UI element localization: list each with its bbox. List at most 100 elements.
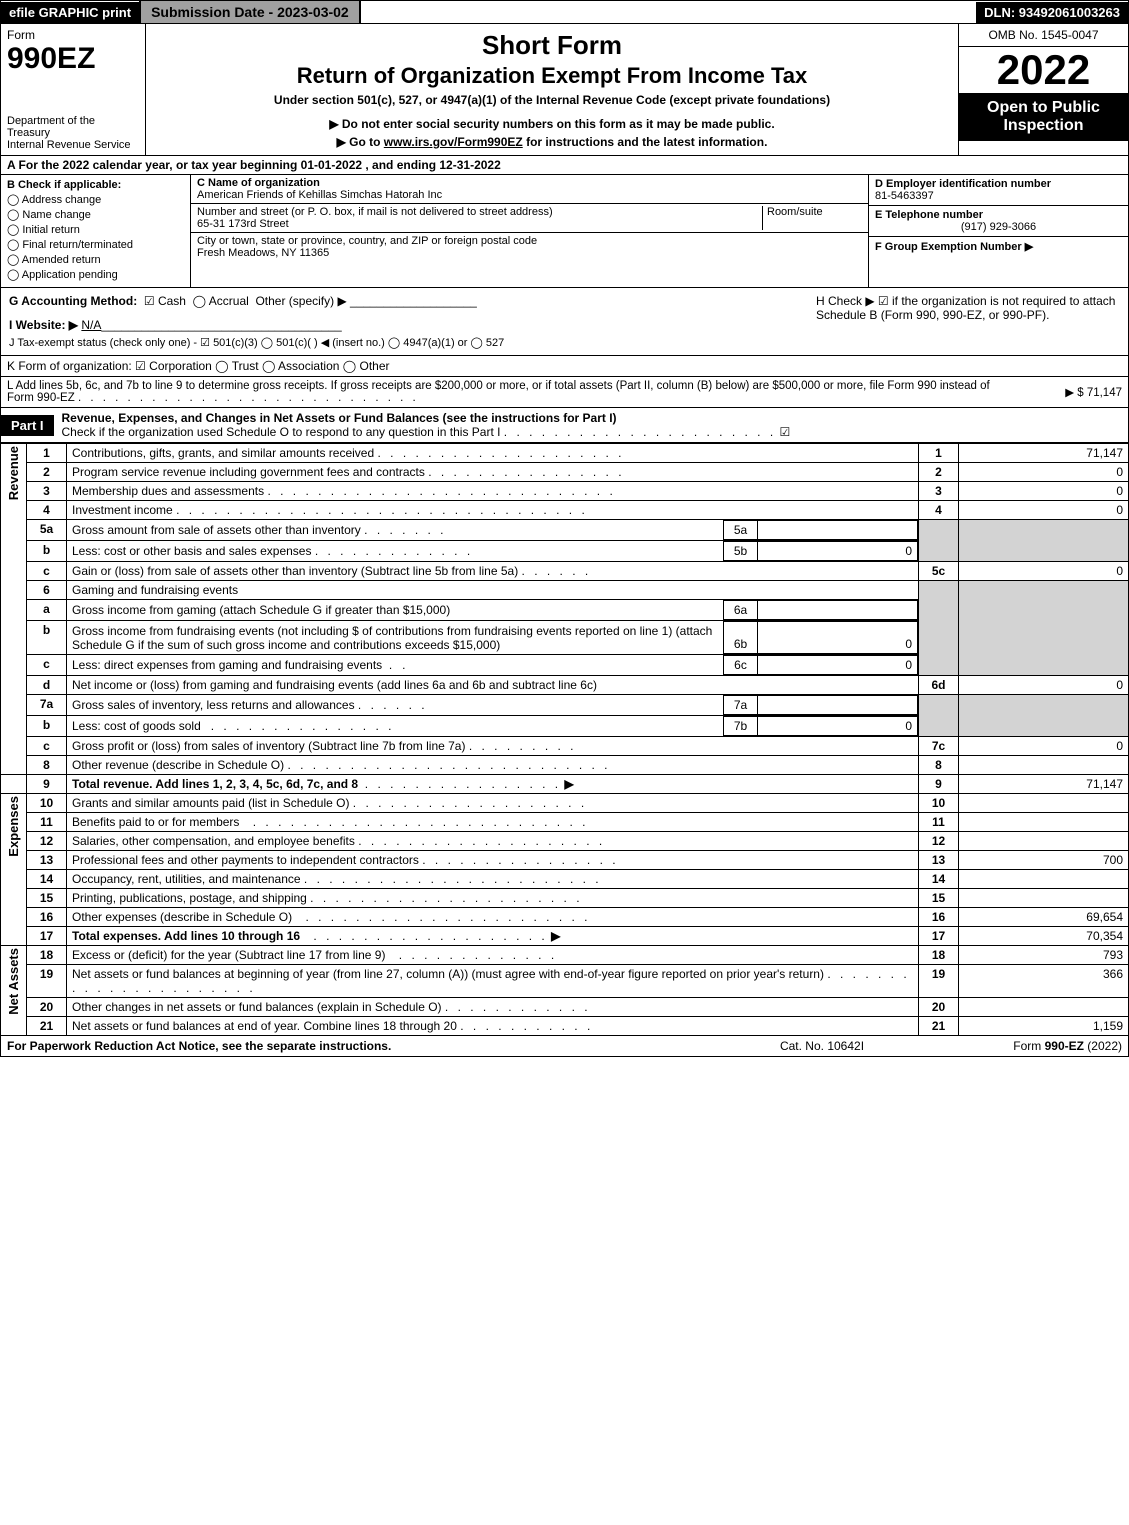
part-i-sub: Check if the organization used Schedule … [62,425,501,439]
form-number: 990EZ [7,42,139,76]
line-11: 11Benefits paid to or for members . . . … [1,813,1129,832]
header-center: Short Form Return of Organization Exempt… [146,24,958,155]
line-20: 20Other changes in net assets or fund ba… [1,998,1129,1017]
header-right: OMB No. 1545-0047 2022 Open to Public In… [958,24,1128,155]
line-16: 16Other expenses (describe in Schedule O… [1,908,1129,927]
footer: For Paperwork Reduction Act Notice, see … [0,1036,1129,1057]
line-5a: 5aGross amount from sale of assets other… [1,520,1129,541]
col-c: C Name of organization American Friends … [191,175,868,287]
side-revenue: Revenue [1,444,27,775]
line-9: 9Total revenue. Add lines 1, 2, 3, 4, 5c… [1,775,1129,794]
tax-year: 2022 [959,47,1128,93]
h-box: H Check ▶ ☑ if the organization is not r… [808,288,1128,355]
l-row: L Add lines 5b, 6c, and 7b to line 9 to … [0,377,1129,408]
e-label: E Telephone number [875,209,983,221]
addr-label: Number and street (or P. O. box, if mail… [197,206,553,218]
f-label: F Group Exemption Number ▶ [875,241,1033,253]
header-left: Form 990EZ Department of the Treasury In… [1,24,146,155]
short-form-title: Short Form [156,30,948,61]
col-d-e-f: D Employer identification number 81-5463… [868,175,1128,287]
col-b: B Check if applicable: ◯ Address change … [1,175,191,287]
g-label: G Accounting Method: [9,294,137,308]
g-other[interactable]: Other (specify) ▶ [255,294,346,308]
g-row: G Accounting Method: ☑ Cash ◯ Accrual Ot… [9,294,800,308]
gh-left: G Accounting Method: ☑ Cash ◯ Accrual Ot… [1,288,808,355]
c-city-cell: City or town, state or province, country… [191,233,868,261]
line-13: 13Professional fees and other payments t… [1,851,1129,870]
form-header: Form 990EZ Department of the Treasury In… [0,24,1129,155]
part-i-label: Part I [1,415,54,436]
line-7a: 7aGross sales of inventory, less returns… [1,695,1129,716]
line-3: 3Membership dues and assessments . . . .… [1,482,1129,501]
line-14: 14Occupancy, rent, utilities, and mainte… [1,870,1129,889]
chk-name-change[interactable]: ◯ Name change [7,208,184,221]
subtitle: Under section 501(c), 527, or 4947(a)(1)… [156,93,948,107]
line-21: 21Net assets or fund balances at end of … [1,1017,1129,1036]
line-15: 15Printing, publications, postage, and s… [1,889,1129,908]
d-label: D Employer identification number [875,178,1051,190]
row-a: A For the 2022 calendar year, or tax yea… [0,155,1129,175]
form-word: Form [7,28,139,42]
footer-right: Form 990-EZ (2022) [922,1039,1122,1053]
j-row: J Tax-exempt status (check only one) - ☑… [9,336,800,349]
section-b-to-f: B Check if applicable: ◯ Address change … [0,175,1129,288]
room-label: Room/suite [767,206,823,218]
line-19: 19Net assets or fund balances at beginni… [1,965,1129,998]
line-12: 12Salaries, other compensation, and empl… [1,832,1129,851]
city-label: City or town, state or province, country… [197,235,537,247]
efile-print[interactable]: efile GRAPHIC print [1,2,139,23]
line-1: Revenue 1 Contributions, gifts, grants, … [1,444,1129,463]
f-cell: F Group Exemption Number ▶ [869,237,1128,287]
c-addr-cell: Number and street (or P. O. box, if mail… [191,204,868,233]
part-i-title: Revenue, Expenses, and Changes in Net As… [54,408,1128,442]
department: Department of the Treasury Internal Reve… [7,115,139,151]
ln1-desc: Contributions, gifts, grants, and simila… [67,444,919,463]
line-2: 2Program service revenue including gover… [1,463,1129,482]
g-cash[interactable]: Cash [158,294,186,308]
section-g-h-i-j: G Accounting Method: ☑ Cash ◯ Accrual Ot… [0,288,1129,356]
chk-amended[interactable]: ◯ Amended return [7,253,184,266]
g-accrual[interactable]: Accrual [209,294,249,308]
phone: (917) 929-3066 [875,221,1122,233]
org-name: American Friends of Kehillas Simchas Hat… [197,189,442,201]
line-4: 4Investment income . . . . . . . . . . .… [1,501,1129,520]
org-addr: 65-31 173rd Street [197,218,289,230]
line-6d: dNet income or (loss) from gaming and fu… [1,676,1129,695]
part-i-table: Revenue 1 Contributions, gifts, grants, … [0,443,1129,1036]
line-8: 8Other revenue (describe in Schedule O) … [1,756,1129,775]
i-label: I Website: ▶ [9,318,78,332]
ln1-num2: 1 [919,444,959,463]
chk-final-return[interactable]: ◯ Final return/terminated [7,238,184,251]
chk-pending[interactable]: ◯ Application pending [7,268,184,281]
line-17: 17Total expenses. Add lines 10 through 1… [1,927,1129,946]
omb-number: OMB No. 1545-0047 [959,24,1128,47]
instruction-1: ▶ Do not enter social security numbers o… [156,117,948,131]
ln1-num: 1 [27,444,67,463]
ln1-val: 71,147 [959,444,1129,463]
line-5c: cGain or (loss) from sale of assets othe… [1,562,1129,581]
dln: DLN: 93492061003263 [976,2,1128,23]
org-city: Fresh Meadows, NY 11365 [197,247,329,259]
line-10: Expenses 10Grants and similar amounts pa… [1,794,1129,813]
chk-initial-return[interactable]: ◯ Initial return [7,223,184,236]
submission-date: Submission Date - 2023-03-02 [139,1,361,23]
c-name-cell: C Name of organization American Friends … [191,175,868,204]
part-i-header: Part I Revenue, Expenses, and Changes in… [0,408,1129,443]
i-row: I Website: ▶ N/A________________________… [9,318,800,332]
line-7c: cGross profit or (loss) from sales of in… [1,737,1129,756]
website-val: N/A [81,318,101,332]
line-18: Net Assets 18Excess or (deficit) for the… [1,946,1129,965]
d-cell: D Employer identification number 81-5463… [869,175,1128,206]
footer-left: For Paperwork Reduction Act Notice, see … [7,1039,722,1053]
footer-mid: Cat. No. 10642I [722,1039,922,1053]
irs-link[interactable]: www.irs.gov/Form990EZ [384,135,523,149]
part-i-title-text: Revenue, Expenses, and Changes in Net As… [62,411,617,425]
l-text: L Add lines 5b, 6c, and 7b to line 9 to … [7,380,1012,404]
chk-address-change[interactable]: ◯ Address change [7,193,184,206]
open-public: Open to Public Inspection [959,93,1128,141]
side-expenses: Expenses [1,794,27,946]
line-6: 6Gaming and fundraising events [1,581,1129,600]
side-netassets: Net Assets [1,946,27,1036]
e-cell: E Telephone number (917) 929-3066 [869,206,1128,237]
ein: 81-5463397 [875,190,934,202]
